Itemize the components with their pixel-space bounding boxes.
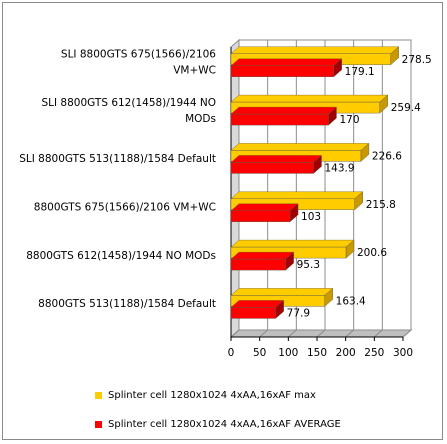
bar-top-face bbox=[230, 288, 334, 296]
bar-front bbox=[230, 65, 334, 77]
x-tick-label: 250 bbox=[364, 347, 384, 359]
legend-item-max: Splinter cell 1280x1024 4xAA,16xAF max bbox=[95, 390, 316, 401]
data-label: 200.6 bbox=[357, 247, 387, 259]
x-tick-label: 150 bbox=[307, 347, 327, 359]
legend-label-average: Splinter cell 1280x1024 4xAA,16xAF AVERA… bbox=[108, 419, 341, 430]
data-label: 278.5 bbox=[402, 54, 432, 66]
gridline-floor bbox=[316, 329, 326, 338]
category-label: VM+WC bbox=[173, 65, 216, 77]
bar-front bbox=[230, 307, 276, 319]
category-label: 8800GTS 612(1458)/1944 NO MODs bbox=[26, 250, 216, 262]
bar-front bbox=[230, 113, 329, 126]
bar-top-face bbox=[230, 94, 389, 103]
bar-front bbox=[230, 258, 286, 271]
x-tick-label: 50 bbox=[253, 347, 266, 359]
category-label: SLI 8800GTS 612(1458)/1944 NO bbox=[41, 97, 216, 109]
bar-top-face bbox=[230, 239, 355, 248]
data-label: 215.8 bbox=[366, 199, 396, 211]
data-label: 226.6 bbox=[372, 150, 402, 162]
data-label: 95.3 bbox=[297, 259, 320, 271]
data-label: 77.9 bbox=[287, 307, 310, 319]
bar-top-face bbox=[230, 46, 400, 54]
bar-top-face bbox=[230, 106, 337, 115]
data-label: 163.4 bbox=[336, 295, 366, 307]
bar-front bbox=[230, 210, 291, 222]
bar-top-face bbox=[230, 155, 323, 163]
gridline-floor bbox=[230, 329, 240, 338]
category-label: SLI 8800GTS 675(1566)/2106 bbox=[61, 49, 216, 61]
gridline-floor bbox=[345, 329, 354, 338]
bar-top-face bbox=[230, 203, 299, 211]
legend-swatch-average bbox=[95, 421, 102, 428]
x-tick-label: 0 bbox=[228, 347, 235, 359]
bar-top-face bbox=[230, 58, 343, 66]
gridline-floor bbox=[402, 329, 412, 338]
legend-swatch-max bbox=[95, 392, 102, 399]
data-label: 103 bbox=[301, 211, 321, 223]
data-label: 170 bbox=[339, 114, 359, 126]
gridline-floor bbox=[288, 329, 297, 338]
bar-top-face bbox=[230, 191, 364, 199]
category-label: SLI 8800GTS 513(1188)/1584 Default bbox=[19, 153, 216, 165]
x-tick-label: 100 bbox=[278, 347, 298, 359]
category-label: 8800GTS 675(1566)/2106 VM+WC bbox=[34, 202, 216, 214]
legend-label-max: Splinter cell 1280x1024 4xAA,16xAF max bbox=[108, 390, 316, 401]
bar-front bbox=[230, 162, 314, 174]
gridline-floor bbox=[374, 329, 383, 338]
data-label: 179.1 bbox=[345, 66, 375, 78]
legend-item-average: Splinter cell 1280x1024 4xAA,16xAF AVERA… bbox=[95, 419, 341, 430]
category-label: 8800GTS 513(1188)/1584 Default bbox=[38, 298, 216, 310]
bar-top-face bbox=[230, 300, 285, 308]
x-tick-label: 200 bbox=[336, 347, 356, 359]
x-tick-label: 300 bbox=[393, 347, 413, 359]
category-label: MODs bbox=[185, 113, 216, 125]
bar-top-face bbox=[230, 251, 295, 260]
gridline-floor bbox=[259, 329, 268, 338]
data-label: 259.4 bbox=[391, 102, 421, 114]
data-label: 143.9 bbox=[325, 162, 355, 174]
bar-top-face bbox=[230, 143, 370, 151]
